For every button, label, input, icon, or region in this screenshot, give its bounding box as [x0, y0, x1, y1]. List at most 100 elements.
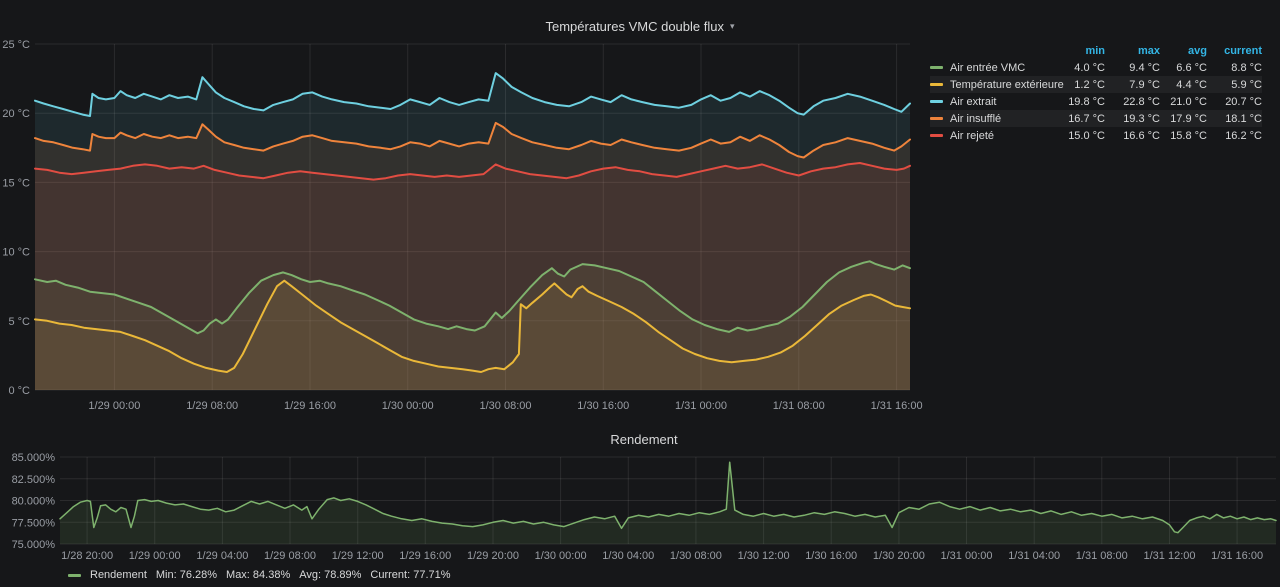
legend-table: min max avg current Air entrée VMC 4.0 °C 9.4 … — [930, 42, 1262, 144]
series-line — [34, 260, 911, 335]
panel-title-text: Rendement — [610, 432, 678, 447]
series-fill — [35, 122, 910, 391]
legend-value-avg: 17.9 °C — [1170, 112, 1207, 125]
x-tick-label: 1/31 00:00 — [941, 550, 993, 562]
x-tick-label: 1/30 00:00 — [382, 400, 434, 412]
x-tick-label: 1/30 16:00 — [805, 550, 857, 562]
legend-series-label: Air rejeté — [950, 129, 995, 142]
legend-row: Air rejeté 15.0 °C 16.6 °C 15.8 °C 16.2 °C — [930, 127, 1262, 144]
y-tick-label: 10 °C — [2, 247, 30, 259]
series-color-swatch-icon — [930, 66, 943, 69]
legend-series-label: Air entrée VMC — [950, 61, 1026, 74]
legend-value-max: 16.6 °C — [1123, 129, 1160, 142]
legend-stat: Avg: 78.89% — [299, 569, 362, 581]
y-tick-label: 15 °C — [2, 177, 30, 189]
legend-series-toggle[interactable]: Air insufflé — [930, 113, 1055, 125]
legend-value-avg: 15.8 °C — [1170, 129, 1207, 142]
legend-header-current[interactable]: current — [1224, 44, 1262, 57]
legend-series-toggle[interactable]: Température extérieure — [930, 79, 1064, 91]
series-color-swatch-icon — [68, 573, 81, 577]
legend-value-current: 5.9 °C — [1231, 78, 1262, 91]
legend-value-min: 15.0 °C — [1068, 129, 1105, 142]
legend-value-current: 18.1 °C — [1225, 112, 1262, 125]
x-tick-label: 1/31 08:00 — [773, 400, 825, 412]
legend-value-max: 22.8 °C — [1123, 95, 1160, 108]
legend-series-toggle[interactable]: Air extrait — [930, 96, 1055, 108]
x-tick-label: 1/30 00:00 — [535, 550, 587, 562]
panel-title-text: Températures VMC double flux — [545, 19, 724, 34]
legend-row: Air insufflé 16.7 °C 19.3 °C 17.9 °C 18.1 °C — [930, 110, 1262, 127]
series-color-swatch-icon — [930, 83, 943, 86]
legend-stat: Current: 77.71% — [370, 569, 451, 581]
series-color-swatch-icon — [930, 117, 943, 120]
x-tick-label: 1/29 08:00 — [186, 400, 238, 412]
y-tick-label: 77.500% — [12, 517, 56, 529]
legend-value-avg: 6.6 °C — [1176, 61, 1207, 74]
legend-value-current: 16.2 °C — [1225, 129, 1262, 142]
y-tick-label: 80.000% — [12, 496, 56, 508]
x-tick-label: 1/29 00:00 — [129, 550, 181, 562]
legend-series-toggle[interactable]: Air entrée VMC — [930, 62, 1055, 74]
x-tick-label: 1/29 04:00 — [196, 550, 248, 562]
legend-value-current: 8.8 °C — [1231, 61, 1262, 74]
x-tick-label: 1/29 00:00 — [88, 400, 140, 412]
x-tick-label: 1/30 08:00 — [670, 550, 722, 562]
series-color-swatch-icon — [930, 134, 943, 137]
legend-header-min[interactable]: min — [1085, 44, 1105, 57]
legend-series-toggle[interactable]: Air rejeté — [930, 130, 1055, 142]
x-tick-label: 1/28 20:00 — [61, 550, 113, 562]
x-tick-label: 1/29 16:00 — [399, 550, 451, 562]
legend-value-max: 9.4 °C — [1129, 61, 1160, 74]
temperatures-plot-area[interactable] — [35, 44, 910, 390]
legend-series-label: Air insufflé — [950, 112, 1002, 125]
x-tick-label: 1/31 16:00 — [1211, 550, 1263, 562]
legend-value-max: 19.3 °C — [1123, 112, 1160, 125]
y-tick-label: 85.000% — [12, 452, 56, 464]
y-tick-label: 25 °C — [2, 39, 30, 51]
series-line — [59, 461, 1277, 534]
y-tick-label: 75.000% — [12, 539, 56, 551]
series-line — [34, 162, 911, 181]
series-line — [34, 121, 911, 159]
panel-menu-caret-icon: ▾ — [729, 21, 735, 31]
legend-header-row: min max avg current — [930, 42, 1262, 59]
panel-title-rendement[interactable]: Rendement — [610, 432, 677, 447]
legend-series-label: Air extrait — [950, 95, 997, 108]
rendement-plot-area[interactable] — [60, 457, 1276, 544]
legend-header-max[interactable]: max — [1137, 44, 1160, 57]
x-tick-label: 1/31 00:00 — [675, 400, 727, 412]
x-tick-label: 1/31 08:00 — [1076, 550, 1128, 562]
x-tick-label: 1/31 12:00 — [1144, 550, 1196, 562]
x-tick-label: 1/29 20:00 — [467, 550, 519, 562]
legend-series-label: Température extérieure — [950, 78, 1064, 91]
legend-row: Air extrait 19.8 °C 22.8 °C 21.0 °C 20.7 °C — [930, 93, 1262, 110]
x-tick-label: 1/30 04:00 — [602, 550, 654, 562]
legend-value-min: 16.7 °C — [1068, 112, 1105, 125]
y-tick-label: 5 °C — [8, 316, 30, 328]
y-tick-label: 0 °C — [8, 385, 30, 397]
legend-row: Air entrée VMC 4.0 °C 9.4 °C 6.6 °C 8.8 °C — [930, 59, 1262, 76]
x-tick-label: 1/29 08:00 — [264, 550, 316, 562]
legend-value-min: 19.8 °C — [1068, 95, 1105, 108]
legend-stat: Min: 76.28% — [155, 569, 218, 581]
legend-series-toggle[interactable]: Rendement — [90, 569, 147, 581]
y-tick-label: 20 °C — [2, 108, 30, 120]
legend-value-avg: 21.0 °C — [1170, 95, 1207, 108]
x-tick-label: 1/31 16:00 — [871, 400, 923, 412]
series-fill — [35, 261, 910, 390]
x-tick-label: 1/29 12:00 — [332, 550, 384, 562]
x-tick-label: 1/30 12:00 — [738, 550, 790, 562]
legend-header-avg[interactable]: avg — [1188, 44, 1207, 57]
legend-value-current: 20.7 °C — [1225, 95, 1262, 108]
series-fill — [35, 73, 910, 390]
series-fill — [35, 280, 910, 390]
series-fill — [60, 462, 1276, 544]
legend-value-max: 7.9 °C — [1129, 78, 1160, 91]
x-tick-label: 1/30 08:00 — [480, 400, 532, 412]
legend-value-min: 1.2 °C — [1074, 78, 1105, 91]
x-tick-label: 1/30 16:00 — [577, 400, 629, 412]
panel-title-temperatures[interactable]: Températures VMC double flux ▾ — [545, 19, 734, 34]
series-line — [34, 279, 911, 373]
